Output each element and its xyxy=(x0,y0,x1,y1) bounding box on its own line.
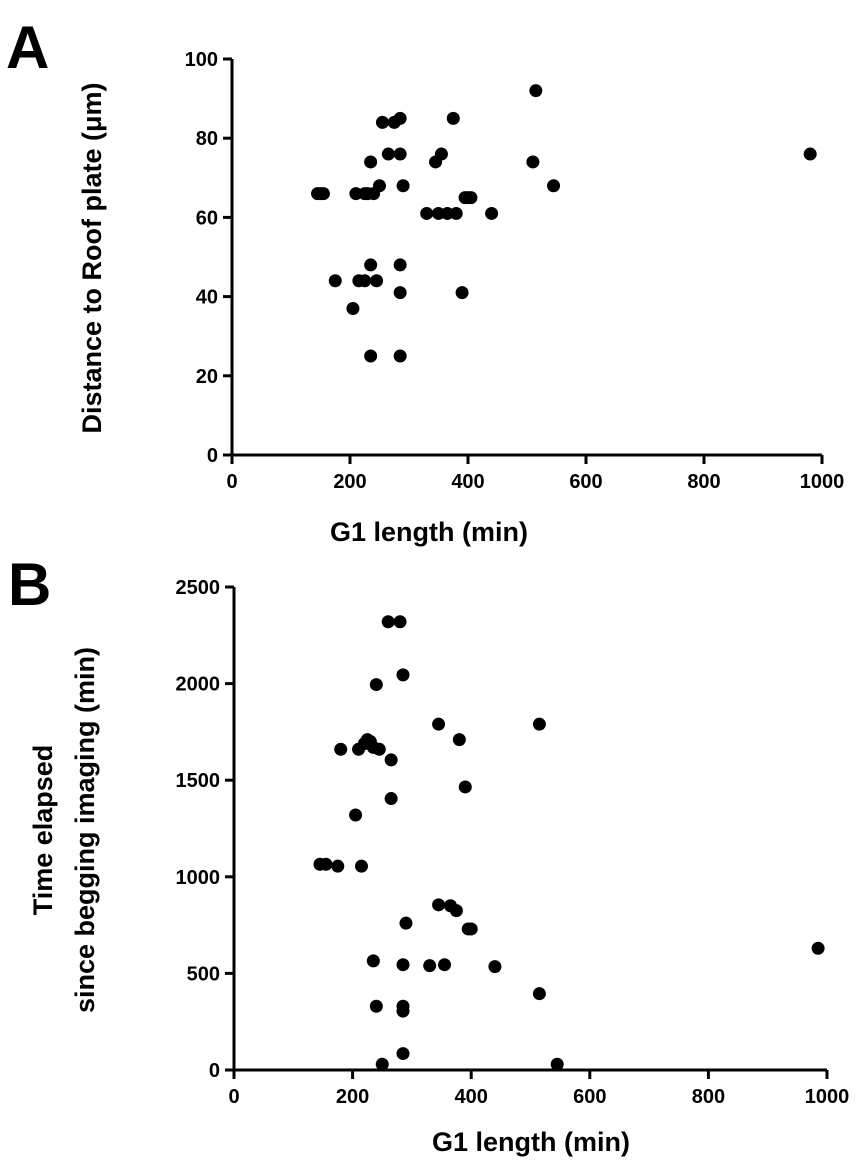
panel-b-data-point xyxy=(331,859,345,873)
panel-b-data-point xyxy=(396,1047,410,1061)
panel-b-data-point xyxy=(349,808,363,822)
panel-a-y-tick-label: 40 xyxy=(196,287,218,309)
panel-b-data-point xyxy=(366,954,380,968)
panel-b-y-tick-label: 500 xyxy=(187,963,220,985)
panel-b-data-point xyxy=(381,615,395,629)
panel-a-x-tick-label: 600 xyxy=(569,471,602,493)
panel-b-data-point xyxy=(550,1057,564,1071)
panel-b-x-tick-label: 600 xyxy=(573,1086,606,1108)
panel-b-data-point xyxy=(375,1057,389,1071)
panel-a-x-tick-label: 400 xyxy=(451,471,484,493)
panel-a-y-tick-label: 80 xyxy=(196,128,218,150)
panel-b-data-point xyxy=(438,958,452,972)
panel-a-data-point xyxy=(420,206,434,220)
panel-a-data-point xyxy=(393,349,407,363)
panel-b-data-point xyxy=(354,859,368,873)
panel-b-data-point xyxy=(319,857,333,871)
panel-b-data-point xyxy=(811,941,825,955)
panel-a-data-point xyxy=(393,258,407,272)
panel-a-data-point xyxy=(364,258,378,272)
panel-b-data-point xyxy=(452,733,466,747)
panel-a-data-point xyxy=(529,84,543,98)
panel-a-data-point xyxy=(526,155,540,169)
panel-b-data-point xyxy=(423,959,437,973)
panel-b-data-point xyxy=(532,987,546,1001)
panel-a-data-point xyxy=(370,274,384,288)
panel-b-x-tick-label: 0 xyxy=(228,1086,239,1108)
panel-a-y-tick-label: 100 xyxy=(185,49,218,71)
panel-b-data-point xyxy=(396,668,410,682)
panel-b-data-point xyxy=(464,922,478,936)
panel-a-data-point xyxy=(396,179,410,193)
panel-b-y-tick-label: 2500 xyxy=(176,577,221,599)
panel-a-y-tick-label: 0 xyxy=(207,445,218,467)
panel-b-x-axis-title: G1 length (min) xyxy=(432,1127,630,1157)
panel-b-data-point xyxy=(432,717,446,731)
panel-a-x-tick-label: 800 xyxy=(687,471,720,493)
panel-a-axes: 0 200 400 600 800 1000 0 20 40 60 80 100 xyxy=(185,49,845,493)
panel-b-data-point xyxy=(384,792,398,806)
panel-a-data-point xyxy=(358,274,372,288)
panel-b-data-point xyxy=(399,916,413,930)
panel-b-label: B xyxy=(8,551,51,618)
panel-a-data-point xyxy=(446,111,460,125)
panel-a-data-point xyxy=(393,286,407,300)
panel-b-y-tick-label: 0 xyxy=(209,1060,220,1082)
panel-b-x-tick-label: 1000 xyxy=(805,1086,850,1108)
panel-a-data-point xyxy=(449,206,463,220)
panel-b-y-axis-title-line-2: since begging imaging (min) xyxy=(70,647,100,1013)
panel-b-data-point xyxy=(384,753,398,767)
panel-a-y-tick-label: 20 xyxy=(196,366,218,388)
panel-a-data-point xyxy=(375,115,389,129)
panel-a-data-point xyxy=(464,191,478,205)
panel-b-data-point xyxy=(432,898,446,912)
panel-b-data-point xyxy=(532,717,546,731)
panel-a-data-point xyxy=(373,179,386,193)
panel-a-x-tick-label: 1000 xyxy=(800,471,845,493)
panel-a-data-point xyxy=(393,147,407,161)
panel-a-chart: A 0 200 400 600 800 1000 0 20 40 60 80 100 G1 lengt… xyxy=(6,14,844,547)
panel-a-x-tick-label: 0 xyxy=(226,471,237,493)
panel-a-x-axis-title: G1 length (min) xyxy=(330,517,528,547)
panel-b-data-point xyxy=(458,780,472,794)
panel-b-data-point xyxy=(449,904,463,918)
panel-a-data-point xyxy=(364,349,378,363)
panel-a-label: A xyxy=(6,14,49,81)
panel-a-data-point xyxy=(393,111,407,125)
panel-a-data-point xyxy=(328,274,342,288)
panel-a-data-point xyxy=(381,147,395,161)
panel-b-x-tick-label: 800 xyxy=(692,1086,725,1108)
panel-b-data-point xyxy=(488,960,502,974)
panel-a-data-point xyxy=(364,155,378,169)
panel-a-data-point xyxy=(434,147,448,161)
panel-a-y-tick-label: 60 xyxy=(196,207,218,229)
panel-b-data-point xyxy=(396,958,410,972)
panel-a-data-point xyxy=(547,179,561,193)
panel-a-y-axis-title: Distance to Roof plate (μm) xyxy=(77,82,107,433)
panel-a-data-point xyxy=(346,301,360,315)
panel-b-data-point xyxy=(393,615,407,629)
panel-a-data-point xyxy=(455,286,469,300)
panel-b-axes: 0 200 400 600 800 1000 0 500 1000 1500 2000 2500 xyxy=(176,577,850,1108)
panel-b-data-point xyxy=(369,678,383,692)
panel-a-data-point xyxy=(485,206,499,220)
panel-b-y-tick-label: 1000 xyxy=(176,867,221,889)
panel-a-data-point xyxy=(803,147,817,161)
panel-b-data-point xyxy=(396,1004,410,1018)
panel-b-data-point xyxy=(334,742,348,756)
panel-a-points xyxy=(311,84,817,363)
panel-b-points xyxy=(313,615,825,1071)
panel-b-x-tick-label: 400 xyxy=(455,1086,488,1108)
panel-b-y-axis-title-line-1: Time elapsed xyxy=(28,745,58,916)
panel-a-x-tick-label: 200 xyxy=(333,471,366,493)
panel-b-data-point xyxy=(369,999,383,1013)
panel-b-chart: B 0 200 400 600 800 100005001000150020002500 … xyxy=(8,551,849,1157)
panel-b-y-tick-label: 1500 xyxy=(176,770,221,792)
panel-b-data-point xyxy=(372,742,386,756)
panel-b-x-tick-label: 200 xyxy=(336,1086,369,1108)
panel-a-data-point xyxy=(316,187,330,201)
panel-b-y-tick-label: 2000 xyxy=(176,674,221,696)
